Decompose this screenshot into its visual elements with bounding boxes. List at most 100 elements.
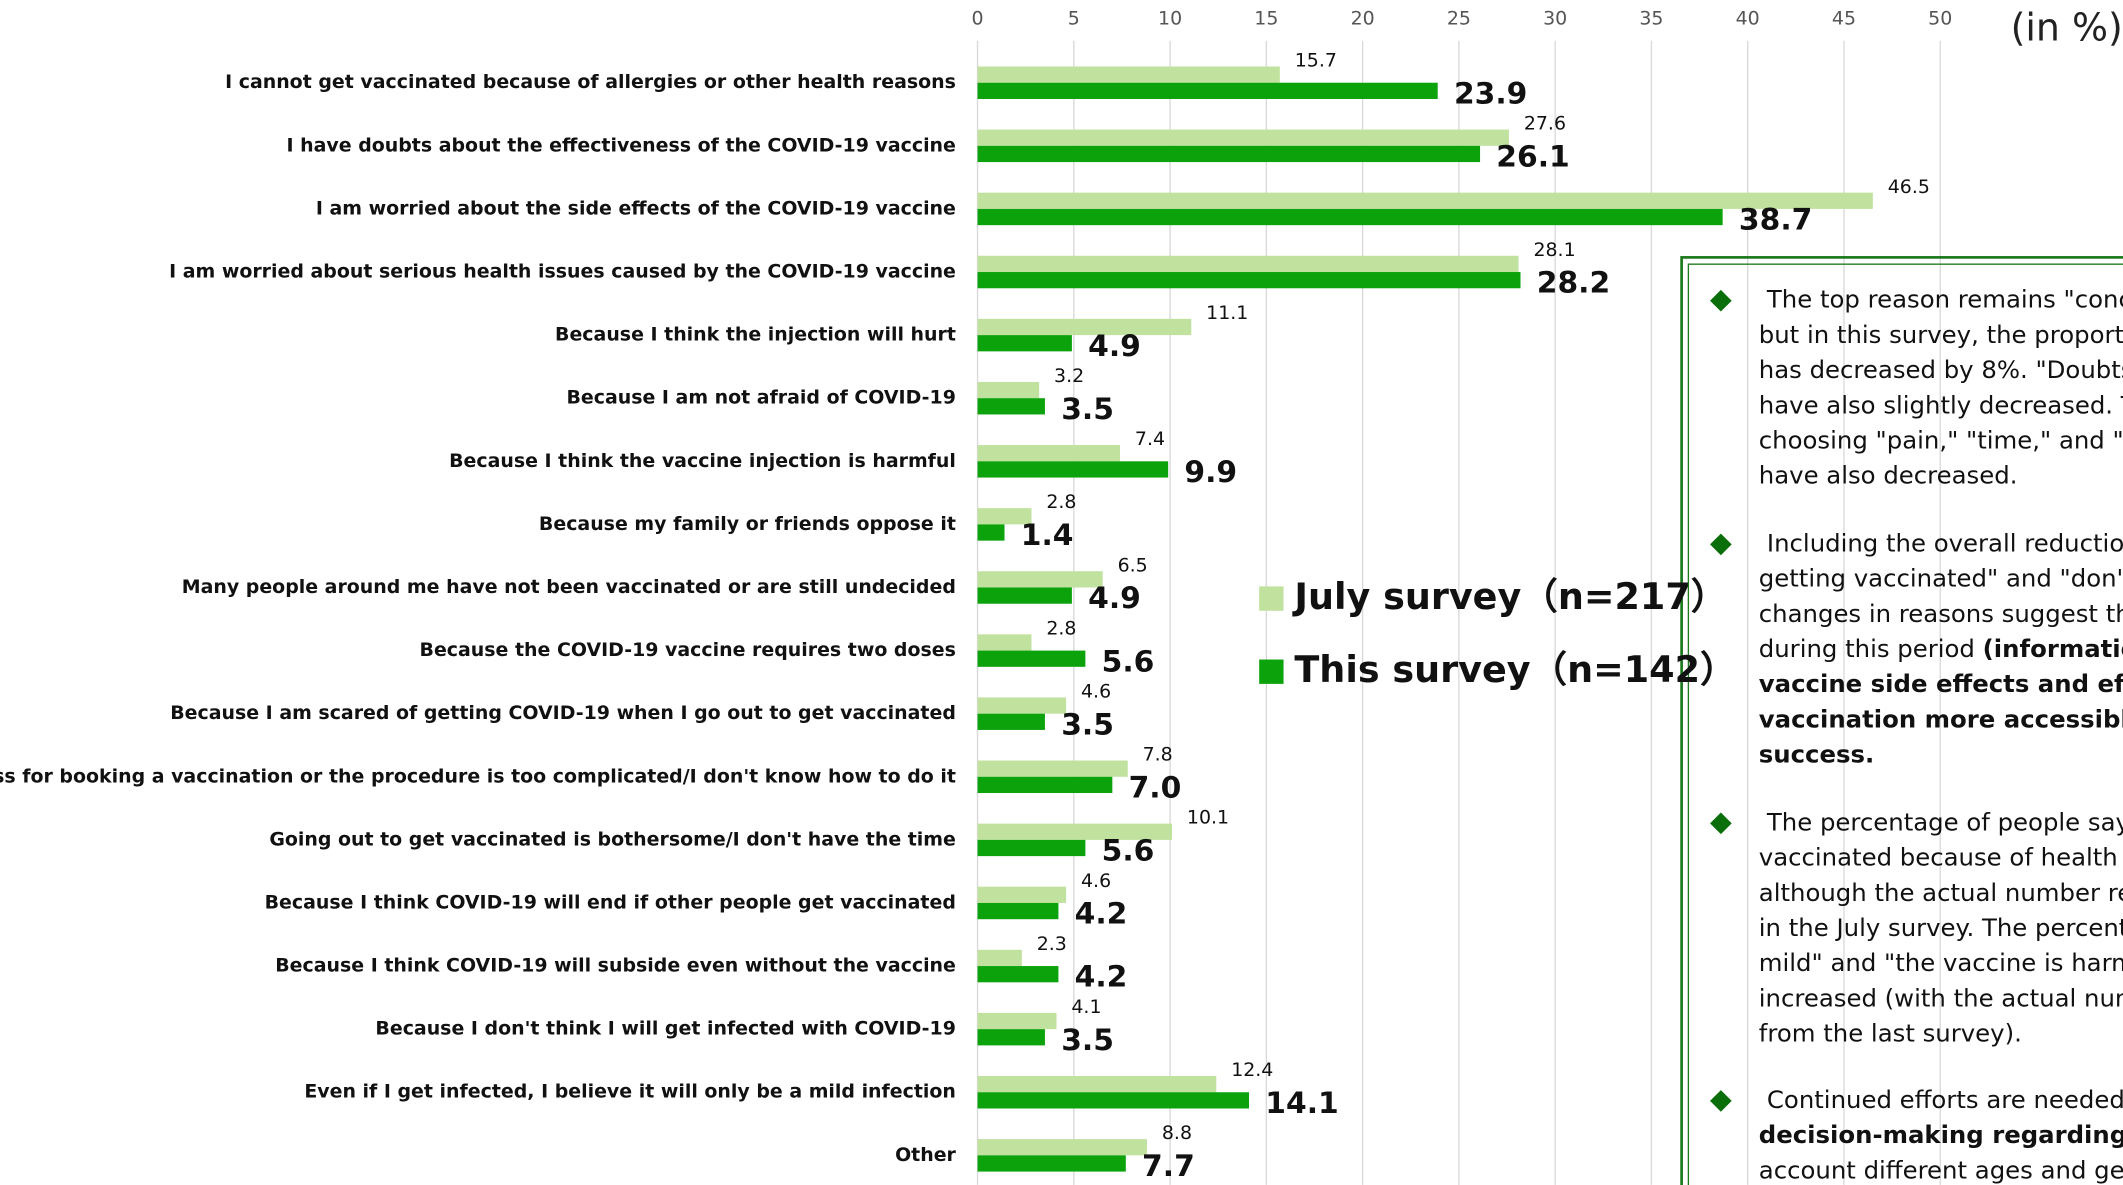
value-label: 2.8 xyxy=(1046,617,1076,639)
bar xyxy=(977,587,1072,604)
value-label: 7.0 xyxy=(1129,770,1182,805)
note-text: account different ages and gen xyxy=(1759,1155,2123,1184)
legend-swatch xyxy=(1259,586,1284,611)
note-line: during this period (information xyxy=(1759,634,2123,663)
note-text: vaccination more accessible, e xyxy=(1759,704,2123,733)
note-line: have also slightly decreased. Th xyxy=(1759,390,2123,419)
category-label: Because my family or friends oppose it xyxy=(539,513,956,535)
note-line: Continued efforts are needed xyxy=(1767,1085,2123,1114)
value-label: 15.7 xyxy=(1295,50,1337,72)
x-tick-label: 25 xyxy=(1447,8,1471,30)
category-label: I have doubts about the effectiveness of… xyxy=(287,134,956,156)
bar xyxy=(977,1155,1126,1172)
note-line: vaccination more accessible, e xyxy=(1759,704,2123,733)
bullet-diamond xyxy=(1710,812,1732,835)
bullet-diamond xyxy=(1710,289,1732,312)
x-tick-label: 15 xyxy=(1254,8,1278,30)
note-text: increased (with the actual num xyxy=(1759,983,2123,1012)
note-line: success. xyxy=(1759,740,1874,769)
category-label: Many people around me have not been vacc… xyxy=(182,576,956,598)
axis-unit: (in %) xyxy=(2011,5,2123,49)
note-text: changes in reasons suggest tha xyxy=(1759,599,2123,628)
bullet-diamond xyxy=(1710,1090,1732,1112)
bar xyxy=(977,145,1481,163)
note-line: but in this survey, the proporti xyxy=(1759,320,2123,349)
note-line: changes in reasons suggest tha xyxy=(1759,599,2123,628)
x-tick-label: 40 xyxy=(1736,8,1760,30)
category-label: Because I am not afraid of COVID-19 xyxy=(566,387,955,409)
bar xyxy=(977,697,1067,714)
bar xyxy=(977,335,1072,352)
x-tick-label: 0 xyxy=(972,8,984,30)
note-line: Including the overall reduction xyxy=(1767,528,2123,557)
bar xyxy=(977,192,1873,209)
note-line: decision-making regarding vac xyxy=(1759,1120,2123,1149)
note-text: has decreased by 8%. "Doubts xyxy=(1759,355,2123,384)
value-label: 3.5 xyxy=(1061,392,1114,427)
value-label: 9.9 xyxy=(1184,455,1237,490)
value-label: 10.1 xyxy=(1187,807,1229,829)
bar xyxy=(977,823,1173,840)
value-label: 28.1 xyxy=(1533,239,1575,261)
note-text: have also decreased. xyxy=(1759,461,2018,490)
value-label: 5.6 xyxy=(1102,644,1155,679)
value-label: 3.5 xyxy=(1061,1023,1114,1058)
note-text: in the July survey. The percent xyxy=(1759,913,2123,942)
note-text: during this period xyxy=(1759,634,1983,663)
note-text: from the last survey). xyxy=(1759,1019,2022,1048)
note-text: getting vaccinated" and "don't xyxy=(1759,564,2123,593)
bullet-diamond xyxy=(1710,533,1732,556)
note-border-inner xyxy=(1687,263,2123,1185)
x-tick-label: 35 xyxy=(1639,8,1663,30)
x-tick-label: 10 xyxy=(1158,8,1182,30)
bar xyxy=(977,272,1521,289)
note-line: from the last survey). xyxy=(1759,1019,2022,1048)
value-label: 11.1 xyxy=(1206,302,1248,324)
bar xyxy=(977,66,1280,83)
category-label: I cannot get vaccinated because of aller… xyxy=(225,71,956,93)
legend-label: July survey（n=217） xyxy=(1291,575,1727,618)
bar xyxy=(977,1139,1147,1156)
note-line: have also decreased. xyxy=(1759,461,2018,490)
x-tick-label: 45 xyxy=(1832,8,1856,30)
value-label: 4.2 xyxy=(1075,960,1128,995)
bar xyxy=(977,508,1032,525)
value-label: 6.5 xyxy=(1118,554,1148,576)
bar xyxy=(977,1029,1045,1046)
bar xyxy=(977,461,1169,478)
bar xyxy=(977,129,1509,146)
note-line: vaccine side effects and effect xyxy=(1759,669,2123,698)
value-label: 8.8 xyxy=(1162,1122,1192,1144)
value-label: 4.1 xyxy=(1071,996,1101,1018)
note-text: The percentage of people sayi xyxy=(1766,807,2123,836)
bar xyxy=(977,776,1113,794)
value-label: 23.9 xyxy=(1454,76,1527,111)
category-label: Because I think the vaccine injection is… xyxy=(449,450,956,472)
legend-label: This survey（n=142） xyxy=(1294,648,1736,691)
note-line: increased (with the actual num xyxy=(1759,983,2123,1012)
value-label: 26.1 xyxy=(1496,140,1569,175)
bar xyxy=(977,760,1128,777)
value-label: 3.2 xyxy=(1054,365,1084,387)
category-label: Because I think COVID-19 will end if oth… xyxy=(265,891,956,913)
bar xyxy=(977,208,1723,226)
category-label: Even if I get infected, I believe it wil… xyxy=(304,1081,956,1103)
bar xyxy=(977,524,1005,541)
category-label: Other xyxy=(895,1144,956,1166)
note-line: has decreased by 8%. "Doubts xyxy=(1759,355,2123,384)
note-text: Continued efforts are needed xyxy=(1767,1085,2123,1114)
value-label: 12.4 xyxy=(1231,1059,1273,1081)
value-label: 1.4 xyxy=(1021,518,1074,553)
bar xyxy=(977,1075,1217,1093)
note-text: (information xyxy=(1983,634,2123,663)
value-label: 28.2 xyxy=(1537,266,1610,301)
category-label: Because I think the injection will hurt xyxy=(555,324,956,346)
note-text: mild" and "the vaccine is harm xyxy=(1759,948,2123,977)
note-text: vaccinated because of health r xyxy=(1759,843,2123,872)
category-label: Because I am scared of getting COVID-19 … xyxy=(170,702,956,724)
category-label: I am worried about serious health issues… xyxy=(169,261,956,283)
value-label: 2.8 xyxy=(1046,491,1076,513)
legend-swatch xyxy=(1259,659,1284,684)
bar xyxy=(977,902,1059,920)
